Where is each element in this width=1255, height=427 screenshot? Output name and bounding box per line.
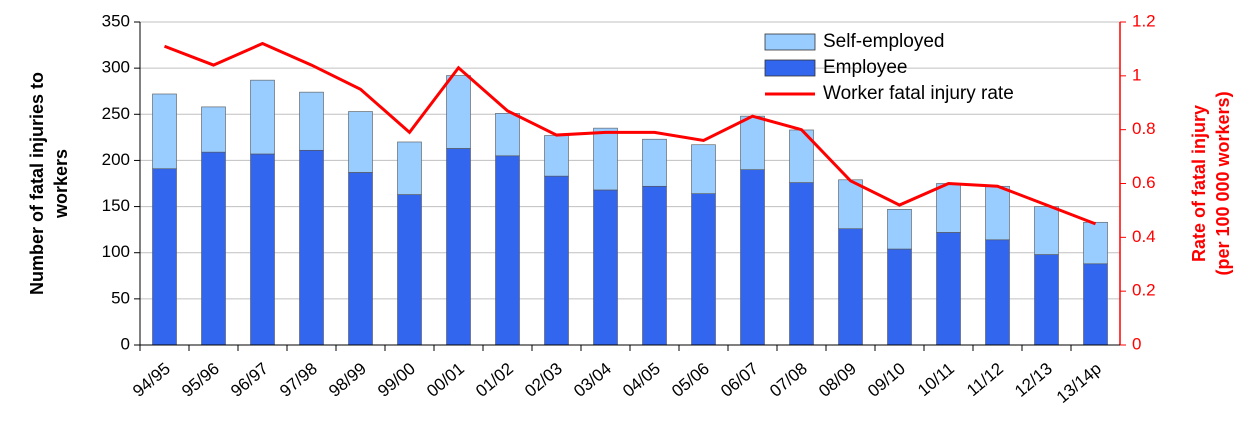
bar <box>446 75 471 149</box>
y-tick-label: 150 <box>102 196 130 215</box>
legend-label: Employee <box>823 57 908 78</box>
y-tick-label: 250 <box>102 104 130 123</box>
bar <box>740 115 765 170</box>
bar <box>1034 206 1059 255</box>
x-tick-label: 02/03 <box>521 359 566 401</box>
bar <box>1083 221 1108 265</box>
rate-line <box>163 41 1097 226</box>
bar <box>593 189 618 346</box>
y-tick-label: 50 <box>111 288 130 307</box>
bar <box>299 91 324 151</box>
y2-tick-label: 0.8 <box>1132 119 1156 138</box>
bar <box>691 144 716 194</box>
bar <box>152 93 177 170</box>
bar <box>348 172 373 346</box>
bar <box>1083 263 1108 346</box>
x-tick-label: 11/12 <box>963 359 1007 400</box>
bar <box>250 153 275 346</box>
y2-tick-label: 0.6 <box>1132 173 1156 192</box>
x-tick-label: 08/09 <box>815 359 860 401</box>
bar <box>838 179 863 230</box>
bar <box>789 182 814 346</box>
x-tick-label: 00/01 <box>423 359 468 401</box>
x-tick-label: 95/96 <box>178 359 223 401</box>
y-axis-title-line: workers <box>51 149 71 219</box>
y2-axis-title-line: (per 100 000 workers) <box>1213 91 1233 275</box>
legend-label: Self-employed <box>823 31 944 52</box>
y2-tick-label: 0 <box>1132 334 1141 353</box>
x-tick-label: 12/13 <box>1011 359 1056 401</box>
legend-swatch <box>764 59 816 77</box>
x-tick-label: 13/14p <box>1053 359 1105 407</box>
bar <box>152 168 177 346</box>
x-tick-label: 98/99 <box>325 359 370 401</box>
bar <box>299 149 324 346</box>
bar <box>495 113 520 157</box>
bar <box>446 148 471 346</box>
y-axis-title: Number of fatal injuries to workers <box>27 72 71 295</box>
bar <box>201 151 226 346</box>
bar <box>936 232 961 346</box>
bar <box>397 194 422 346</box>
y2-axis-title-line: Rate of fatal injury <box>1189 105 1209 262</box>
y-tick-label: 200 <box>102 150 130 169</box>
legend-swatch <box>764 33 816 51</box>
bar <box>201 106 226 153</box>
bar <box>691 193 716 346</box>
x-tick-label: 04/05 <box>619 359 664 401</box>
x-tick-label: 07/08 <box>766 359 811 401</box>
bar <box>544 135 569 177</box>
legend-label: Worker fatal injury rate <box>823 83 1014 104</box>
y-tick-label: 0 <box>121 334 130 353</box>
bar <box>642 185 667 346</box>
bar <box>887 209 912 250</box>
bar <box>838 228 863 346</box>
y-tick-label: 100 <box>102 242 130 261</box>
bar <box>642 138 667 187</box>
bar <box>887 248 912 346</box>
bar <box>740 169 765 346</box>
y-axis-title-line: Number of fatal injuries to <box>27 72 47 295</box>
y2-axis-title: Rate of fatal injury (per 100 000 workers… <box>1189 91 1233 275</box>
x-tick-label: 09/10 <box>864 359 909 401</box>
bar <box>936 183 961 233</box>
x-tick-label: 06/07 <box>717 359 762 401</box>
y-tick-label: 300 <box>102 58 130 77</box>
x-tick-label: 01/02 <box>472 359 517 401</box>
bar <box>1034 254 1059 346</box>
bar <box>348 111 373 173</box>
x-tick-label: 10/11 <box>914 359 958 400</box>
bar <box>250 79 275 155</box>
y2-tick-label: 1 <box>1132 65 1141 84</box>
y2-tick-label: 0.2 <box>1132 281 1156 300</box>
bar <box>544 175 569 346</box>
bar <box>985 185 1010 241</box>
y2-tick-label: 1.2 <box>1132 11 1156 30</box>
y2-tick-label: 0.4 <box>1132 227 1156 246</box>
x-tick-label: 97/98 <box>276 359 321 401</box>
y-tick-label: 350 <box>102 11 130 30</box>
x-tick-label: 96/97 <box>227 359 272 401</box>
bar <box>985 239 1010 346</box>
x-tick-label: 94/95 <box>129 359 174 401</box>
x-tick-label: 99/00 <box>374 359 419 401</box>
bar <box>397 141 422 195</box>
bar <box>495 155 520 346</box>
x-tick-label: 03/04 <box>570 359 615 401</box>
x-tick-label: 05/06 <box>668 359 713 401</box>
bar <box>593 127 618 191</box>
